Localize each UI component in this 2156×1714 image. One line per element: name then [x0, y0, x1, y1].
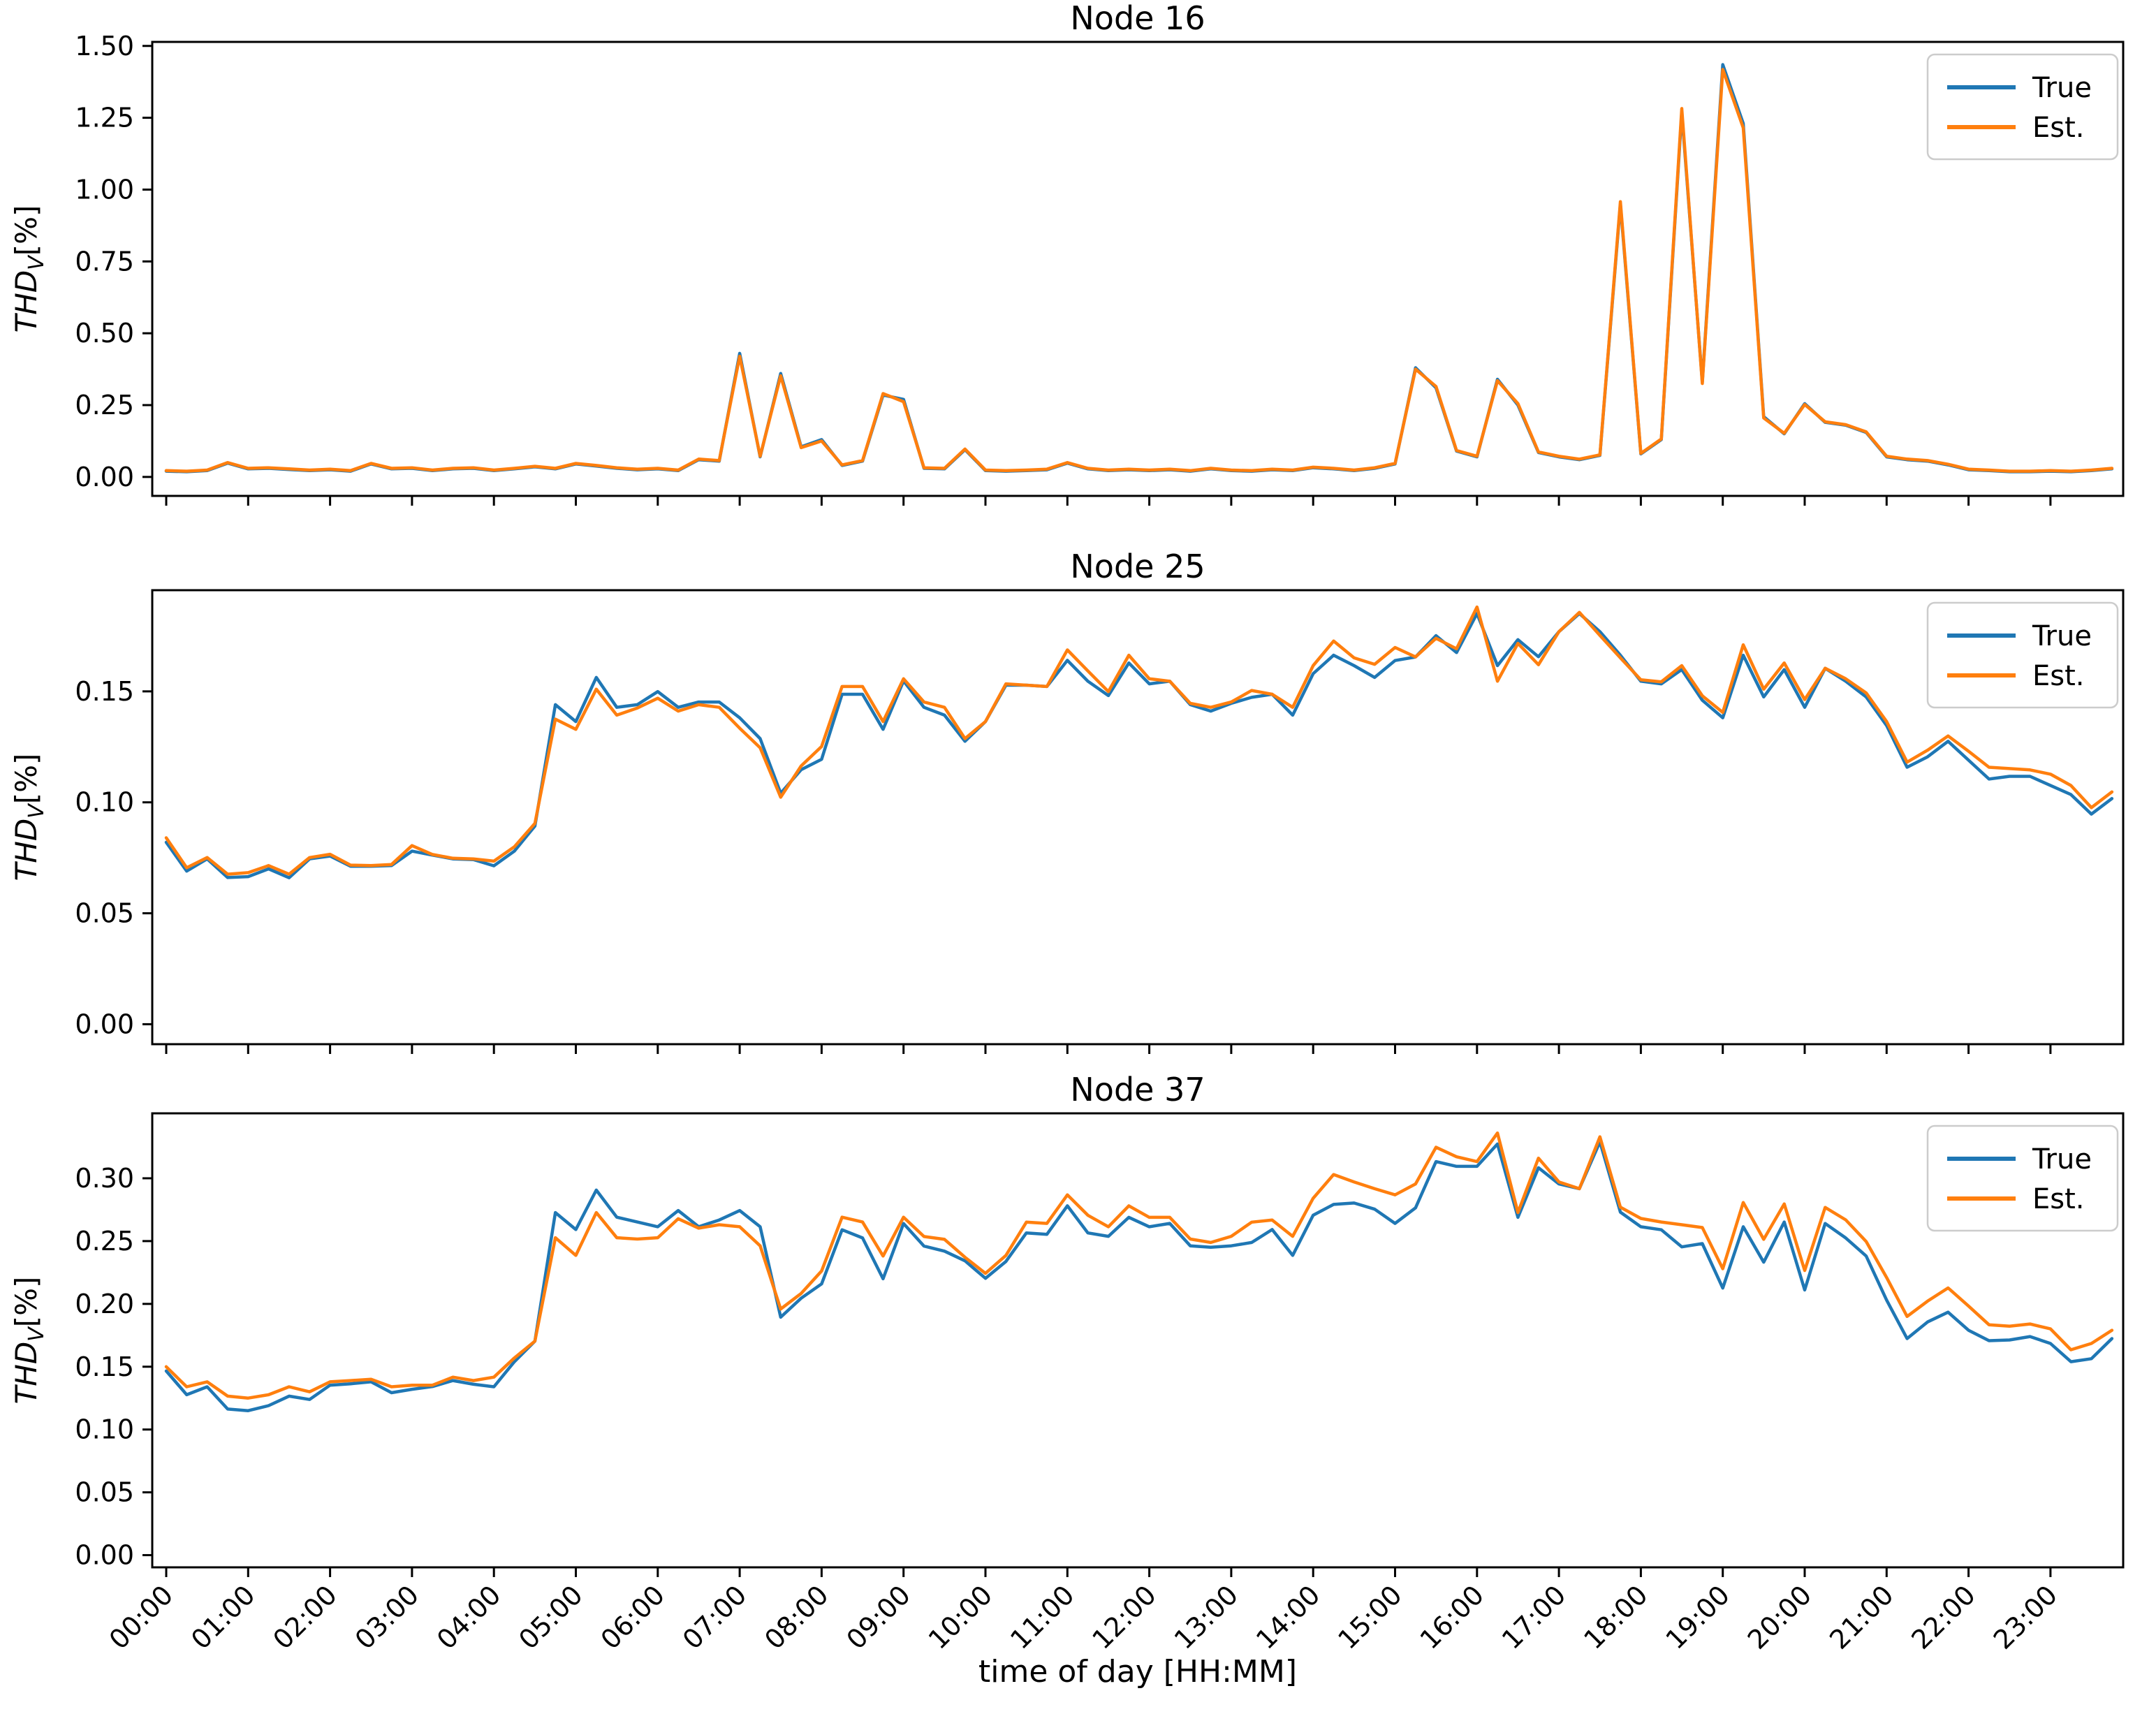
legend-box — [1926, 601, 2119, 709]
legend-label: True — [2032, 72, 2092, 104]
legend-item-true: True — [1947, 72, 2092, 104]
series-line-true — [164, 612, 2114, 879]
legend-item-est: Est. — [1947, 1183, 2085, 1215]
x-tick-label: 13:00 — [1168, 1579, 1245, 1655]
legend-item-true: True — [1947, 620, 2092, 652]
y-axis-label: THDV[%] — [9, 205, 49, 333]
chart-node-37: Node 37 0.00 0.05 0.10 0.15 0.20 0.25 0.30 THDV[… — [9, 1071, 2125, 1577]
y-tick-label: 1.50 — [75, 31, 134, 61]
x-tick-label: 03:00 — [349, 1579, 425, 1655]
x-tick-label: 15:00 — [1332, 1579, 1408, 1655]
x-tick-label: 00:00 — [103, 1579, 179, 1655]
y-axis-label: THDV[%] — [9, 1277, 49, 1405]
x-tick-label: 16:00 — [1414, 1579, 1490, 1655]
y-tick-label: 1.00 — [75, 174, 134, 205]
axes-frame — [151, 1112, 2125, 1569]
legend-item-est: Est. — [1947, 660, 2085, 692]
y-tick-label: 0.15 — [75, 1352, 134, 1382]
axes-frame — [151, 589, 2125, 1046]
x-tick-label: 11:00 — [1004, 1579, 1080, 1655]
legend-box — [1926, 1125, 2119, 1232]
x-tick-label: 05:00 — [513, 1579, 589, 1655]
y-tick-label: 0.25 — [75, 1226, 134, 1257]
legend: True Est. — [1926, 53, 2119, 161]
x-tick-label: 14:00 — [1250, 1579, 1326, 1655]
y-tick-label: 0.25 — [75, 390, 134, 420]
x-tick-label: 01:00 — [185, 1579, 261, 1655]
series-line-est — [164, 605, 2114, 876]
series-line-est — [164, 68, 2114, 473]
y-tick-label: 0.20 — [75, 1289, 134, 1319]
legend-label: Est. — [2032, 1183, 2085, 1215]
chart-title: Node 25 — [1070, 548, 1205, 585]
legend-item-true: True — [1947, 1143, 2092, 1175]
chart-node-25: Node 25 0.00 0.05 0.10 0.15 THDV[%] True Est. — [9, 548, 2125, 1054]
y-tick-label: 0.15 — [75, 676, 134, 707]
x-tick-label: 19:00 — [1660, 1579, 1736, 1655]
y-tick-label: 0.00 — [75, 462, 134, 492]
legend: True Est. — [1926, 601, 2119, 709]
x-tick-label: 22:00 — [1905, 1579, 1981, 1655]
series-line-true — [164, 1140, 2114, 1412]
x-tick-label: 02:00 — [267, 1579, 343, 1655]
x-tick-label: 12:00 — [1086, 1579, 1162, 1655]
y-tick-label: 0.50 — [75, 318, 134, 349]
y-tick-label: 0.10 — [75, 787, 134, 818]
x-tick-label: 17:00 — [1496, 1579, 1572, 1655]
x-tick-label: 04:00 — [431, 1579, 507, 1655]
x-tick-labels: 00:00 01:00 02:00 03:00 04:00 05:00 06:00 07:00… — [103, 1579, 2063, 1655]
x-axis-label: time of day [HH:MM] — [978, 1654, 1297, 1690]
x-tick-label: 08:00 — [758, 1579, 835, 1655]
y-tick-label: 0.10 — [75, 1414, 134, 1445]
axes-frame — [151, 41, 2125, 497]
chart-node-16: Node 16 0.00 0.25 0.50 0.75 1.00 1.25 1.50 THDV[… — [9, 0, 2125, 506]
legend-label: Est. — [2032, 112, 2085, 144]
legend-label: True — [2032, 620, 2092, 652]
x-tick-label: 20:00 — [1742, 1579, 1818, 1655]
x-tick-label: 21:00 — [1824, 1579, 1900, 1655]
y-tick-label: 0.05 — [75, 1477, 134, 1508]
legend-item-est: Est. — [1947, 112, 2085, 144]
y-tick-label: 0.00 — [75, 1540, 134, 1571]
x-tick-label: 18:00 — [1578, 1579, 1654, 1655]
y-tick-label: 0.05 — [75, 898, 134, 929]
legend-label: True — [2032, 1143, 2092, 1175]
legend-label: Est. — [2032, 660, 2085, 692]
x-tick-label: 06:00 — [595, 1579, 671, 1655]
x-tick-label: 23:00 — [1988, 1579, 2064, 1655]
legend: True Est. — [1926, 1125, 2119, 1232]
series-line-est — [164, 1131, 2114, 1400]
y-tick-label: 0.00 — [75, 1009, 134, 1039]
y-tick-label: 1.25 — [75, 103, 134, 133]
y-tick-label: 0.30 — [75, 1163, 134, 1194]
chart-title: Node 16 — [1070, 0, 1205, 37]
y-tick-label: 0.75 — [75, 246, 134, 277]
y-axis-label: THDV[%] — [9, 754, 49, 881]
x-tick-label: 07:00 — [677, 1579, 753, 1655]
x-tick-label: 10:00 — [923, 1579, 999, 1655]
legend-box — [1926, 53, 2119, 161]
x-tick-label: 09:00 — [841, 1579, 917, 1655]
series-line-true — [164, 63, 2114, 474]
chart-title: Node 37 — [1070, 1071, 1205, 1108]
